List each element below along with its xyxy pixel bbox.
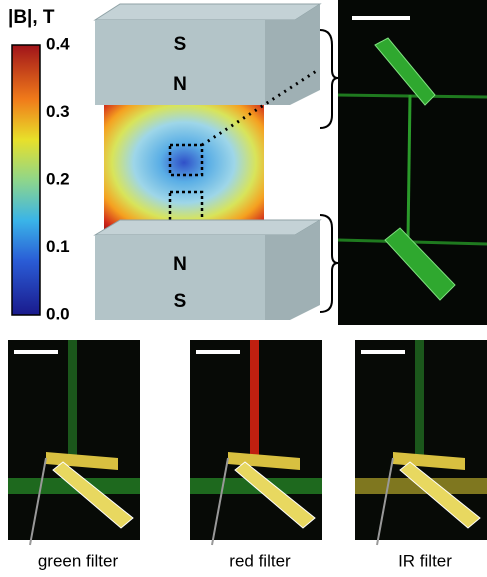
pole-label: N [173, 254, 187, 275]
pole-label: S [174, 291, 187, 312]
bracket [320, 30, 338, 128]
page: |B|, T 0.4 0.3 0.2 0.1 0.0 S N N S green fil… [0, 0, 487, 577]
magnet-side [265, 220, 320, 320]
magnet-top-face [95, 220, 320, 235]
panels: green filter red filter IR filter [8, 340, 487, 570]
pole-label: S [174, 34, 187, 55]
fiber [68, 340, 77, 460]
tick-label: 0.2 [46, 169, 70, 188]
figure: |B|, T 0.4 0.3 0.2 0.1 0.0 S N N S green fil… [0, 0, 487, 577]
fiber [338, 95, 487, 97]
magnet-top-face [95, 4, 320, 20]
caption: green filter [38, 551, 119, 570]
fiber [408, 95, 410, 240]
tick-label: 0.3 [46, 102, 70, 121]
tick-label: 0.0 [46, 304, 70, 323]
field-map [104, 105, 264, 233]
fiber [415, 340, 424, 460]
micrograph [338, 0, 487, 325]
caption: red filter [229, 551, 291, 570]
tick-label: 0.1 [46, 237, 70, 256]
colorbar [12, 45, 40, 315]
tick-label: 0.4 [46, 34, 70, 53]
colorbar-title: |B|, T [8, 7, 55, 28]
caption: IR filter [398, 551, 452, 570]
bracket [320, 215, 338, 312]
pole-label: N [173, 74, 187, 95]
fiber [250, 340, 259, 460]
colorbar-ticks: 0.4 0.3 0.2 0.1 0.0 [46, 34, 70, 323]
